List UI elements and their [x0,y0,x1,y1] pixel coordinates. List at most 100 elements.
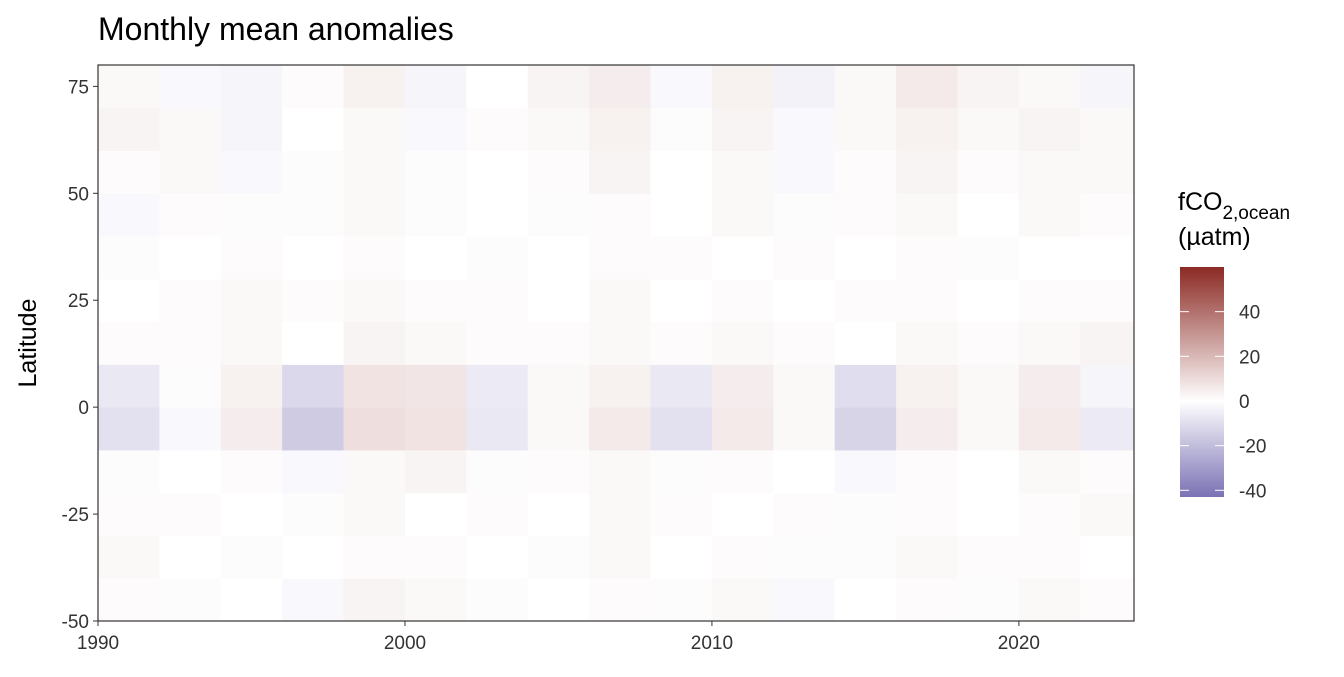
heat-cell [957,278,1020,323]
heat-cell [896,278,958,323]
heat-cell [343,278,406,323]
heat-cell [957,236,1020,280]
heat-cell [1080,236,1134,280]
heat-cell [711,535,774,579]
heat-cell [527,278,590,323]
heat-cell [650,321,713,365]
heat-cell [527,364,590,408]
heat-cell [220,193,283,237]
heat-cell [957,407,1020,451]
heat-cell [220,236,283,280]
heat-cell [773,107,836,152]
x-tick-label: 2020 [998,633,1040,654]
heat-cell [404,535,467,579]
heat-cell [282,65,345,109]
heat-cell [896,407,958,451]
heat-cell [282,578,345,621]
heat-cell [589,407,652,451]
colorbar-tick-label: -20 [1239,437,1266,458]
heat-cell [220,407,283,451]
heat-cell [343,193,406,237]
heat-cell [1080,449,1134,494]
x-tick-label: 2000 [384,633,426,654]
heat-cell [589,492,652,536]
heat-cell [711,278,774,323]
heat-cell [404,449,467,494]
heat-cell [773,65,836,109]
colorbar [1180,267,1224,497]
heat-cell [1080,65,1134,109]
heat-cell [773,150,836,194]
colorbar-tick-label: -40 [1239,481,1266,502]
heat-cell [711,578,774,621]
heat-cell [404,364,467,408]
heat-cell [589,107,652,152]
heat-cell [1018,407,1081,451]
heat-cell [282,107,345,152]
heat-cell [98,278,160,323]
heat-cell [1080,535,1134,579]
heat-cell [1018,492,1081,536]
heat-cell [1018,65,1081,109]
heat-cell [834,535,897,579]
heat-cell [650,65,713,109]
heat-cell [98,236,160,280]
legend-title: fCO2,ocean [1178,188,1290,224]
heat-cell [711,364,774,408]
heat-cell [711,150,774,194]
heat-cell [1018,449,1081,494]
heat-cell [98,492,160,536]
heat-cell [282,193,345,237]
heat-cell [282,278,345,323]
heat-cell [159,278,222,323]
heat-cell [282,150,345,194]
heat-cell [466,321,529,365]
heat-cell [404,321,467,365]
heat-cell [404,578,467,621]
heat-cell [589,321,652,365]
heat-cell [220,578,283,621]
heat-cell [711,65,774,109]
heat-cell [589,578,652,621]
heat-cell [343,150,406,194]
heat-cell [404,278,467,323]
heat-cell [834,107,897,152]
heat-cell [282,236,345,280]
heat-cell [957,535,1020,579]
heat-cell [527,492,590,536]
heat-cell [1018,535,1081,579]
heat-cell [343,321,406,365]
heat-cell [404,193,467,237]
heat-cell [773,364,836,408]
heat-cell [773,449,836,494]
heat-cell [957,65,1020,109]
heat-cell [834,407,897,451]
heat-cell [159,193,222,237]
heat-cell [98,193,160,237]
heat-cell [1018,278,1081,323]
heat-cell [404,65,467,109]
heat-cell [896,107,958,152]
heat-cell [282,492,345,536]
heat-cell [220,492,283,536]
heat-cell [282,449,345,494]
heat-cell [220,364,283,408]
heat-cell [159,236,222,280]
heat-cell [98,364,160,408]
heat-cell [159,150,222,194]
heat-cell [220,107,283,152]
heat-cell [466,449,529,494]
heat-cell [466,236,529,280]
heat-cell [896,193,958,237]
legend-title-sub: 2,ocean [1222,203,1290,224]
heat-cell [220,278,283,323]
heat-cell [466,278,529,323]
heat-cell [957,107,1020,152]
heat-cell [896,535,958,579]
heat-cell [1080,278,1134,323]
heat-cell [834,578,897,621]
heat-cell [527,107,590,152]
heat-cell [957,150,1020,194]
heat-cell [834,65,897,109]
heat-cell [650,193,713,237]
